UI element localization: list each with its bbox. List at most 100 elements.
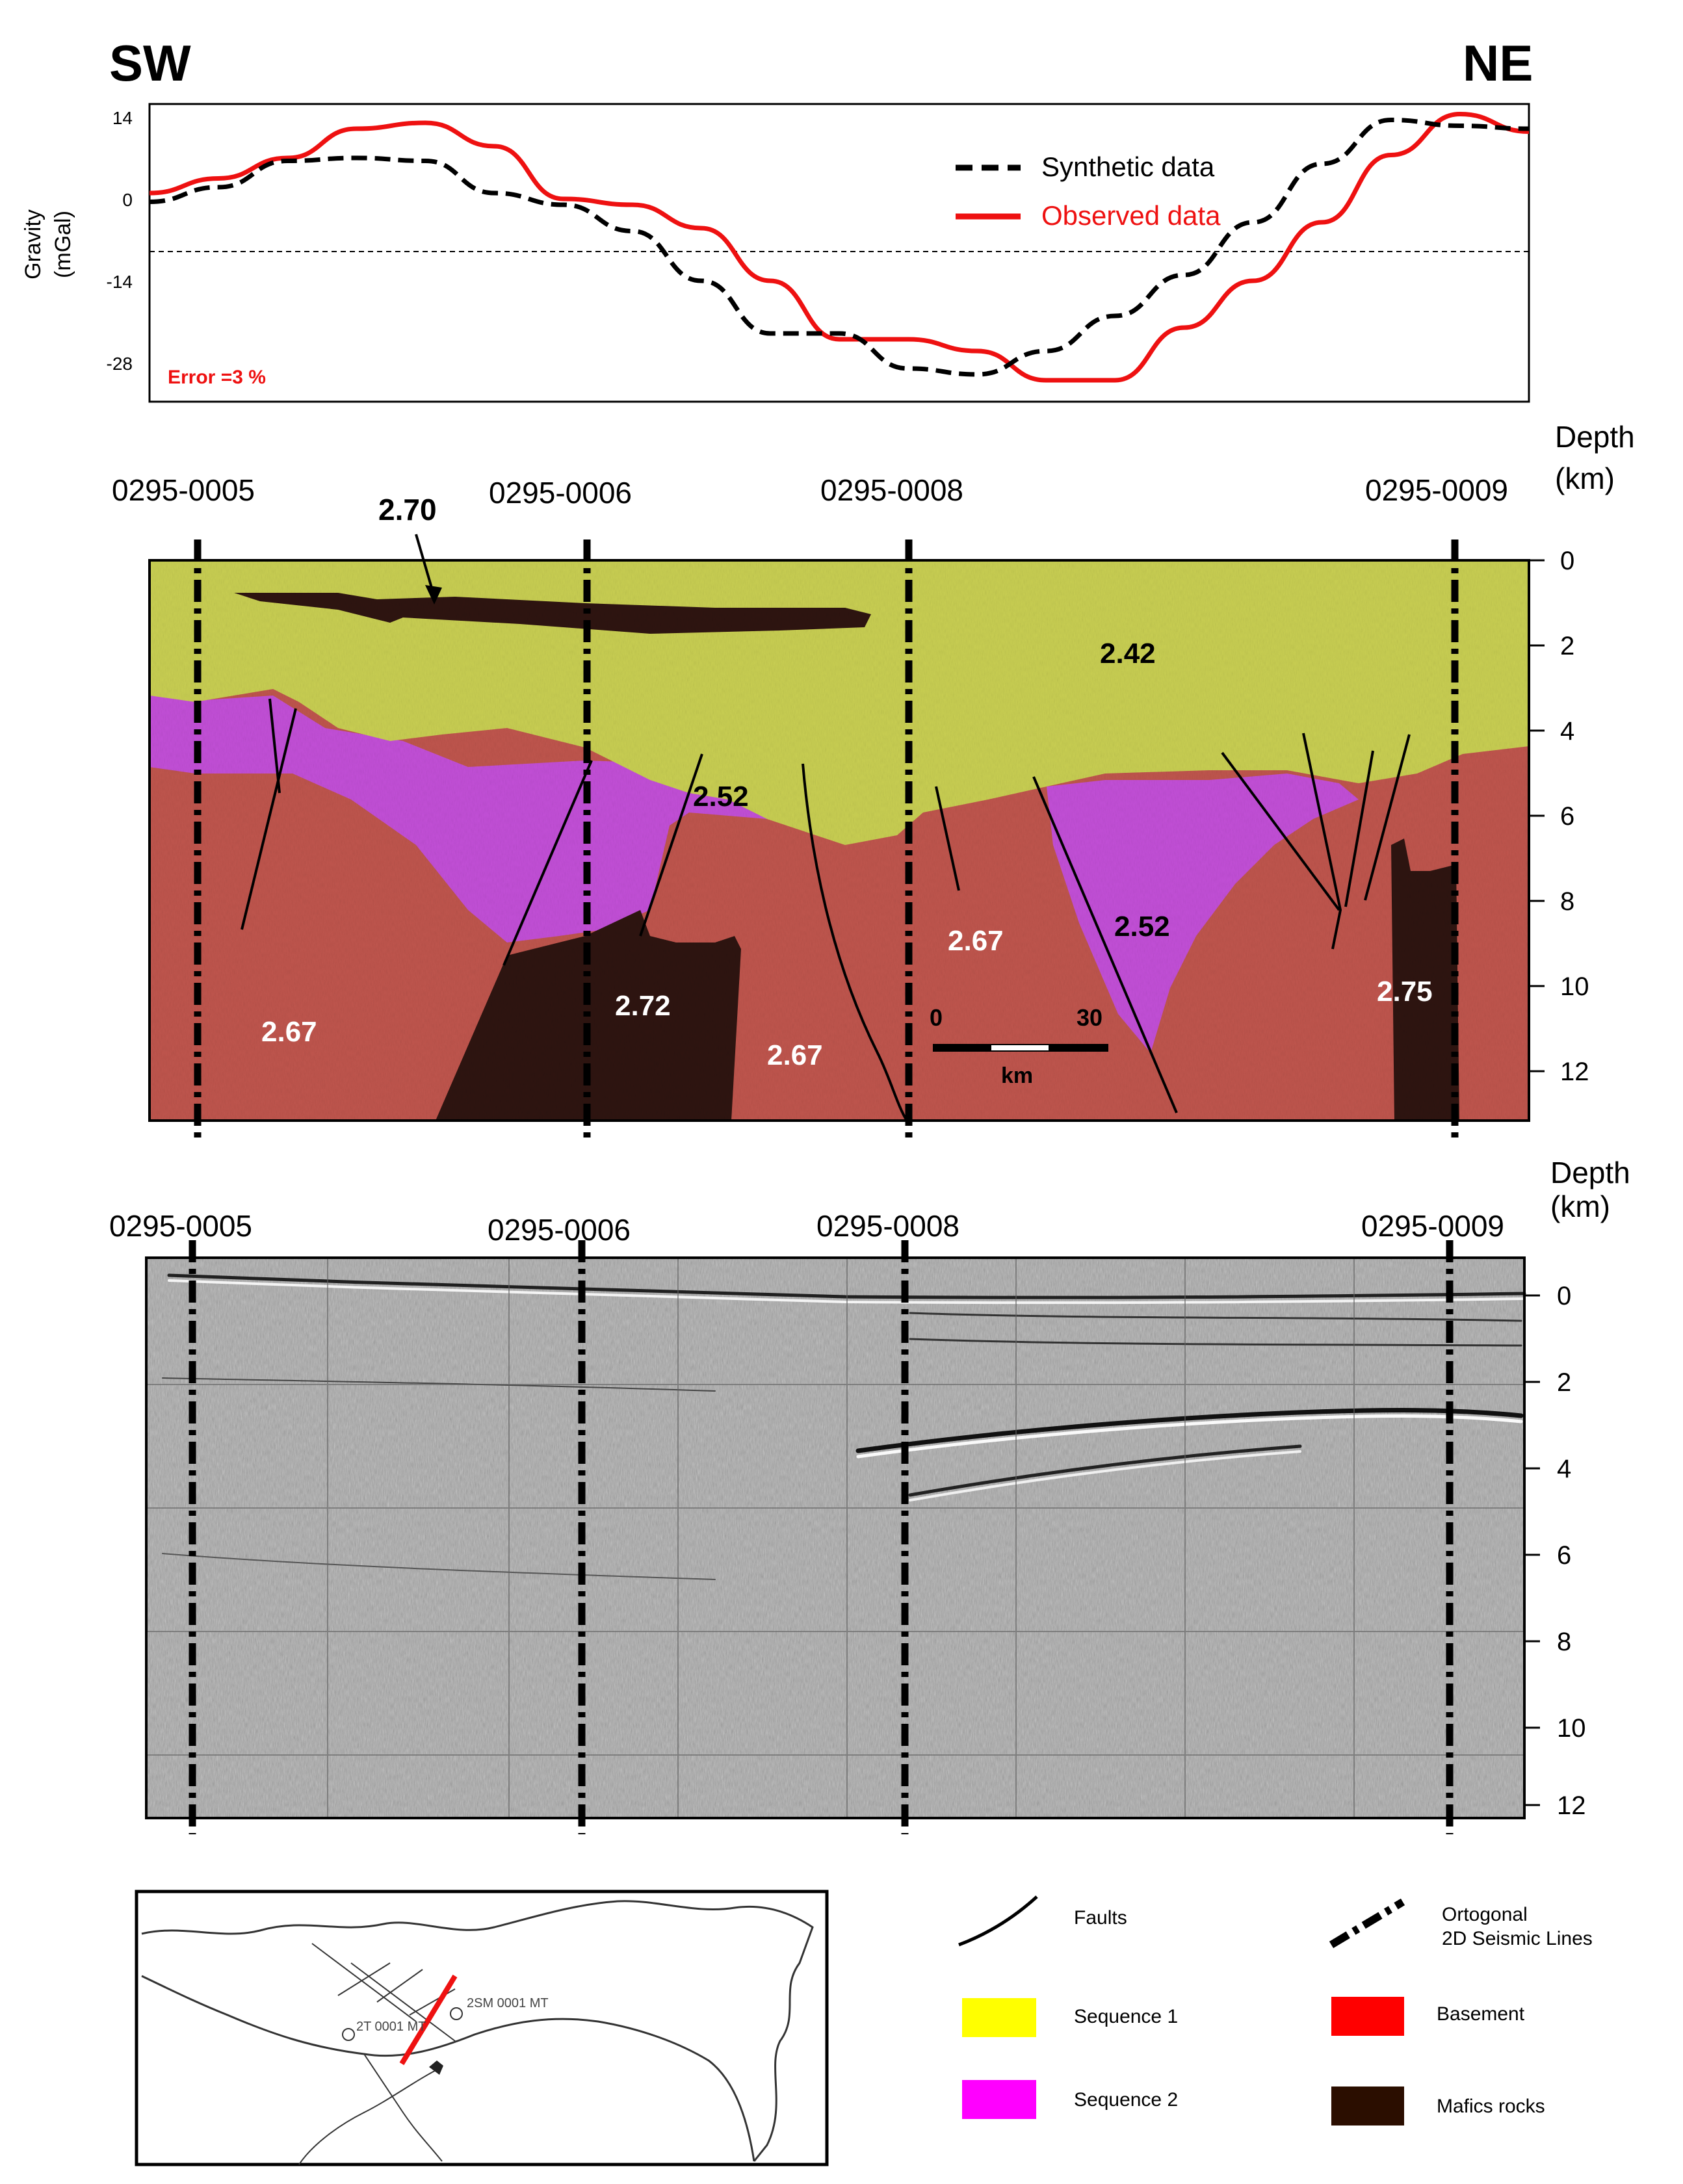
model-depth-10: 10 [1560, 972, 1589, 1001]
fault-7 [1032, 776, 1178, 1113]
seismic-line-label-0005: 0295-0005 [109, 1209, 252, 1243]
seismic-reflectors [162, 1273, 1526, 1580]
density-model: Depth (km) 0295-0005 0295-0006 0295-0008… [112, 420, 1635, 1139]
map-line-a [311, 1943, 417, 2022]
legend-mafics-label: Mafics rocks [1437, 2096, 1545, 2117]
seismic-depth-0: 0 [1557, 1282, 1571, 1310]
map-profile-line [399, 1974, 458, 2066]
scale-bar-unit: km [1001, 1063, 1033, 1088]
model-seismic-lines [194, 540, 1459, 1139]
seismic-depth-title: Depth [1550, 1156, 1630, 1190]
location-map-frame [135, 1890, 829, 2166]
model-texture [150, 560, 1529, 1121]
gravity-tick-minus14: -14 [107, 272, 133, 292]
map-line-e [350, 1962, 456, 2042]
model-line-label-0009: 0295-0009 [1365, 473, 1508, 507]
scale-bar-white-segment [991, 1045, 1049, 1050]
observed-data-line [149, 111, 1530, 383]
seismic-depth-8: 8 [1557, 1628, 1571, 1656]
scale-bar-start: 0 [930, 1004, 943, 1031]
density-basement-sw: 2.67 [261, 1016, 317, 1048]
legend-sequence1-swatch [962, 1998, 1036, 2037]
reflector-seabed-dark [167, 1273, 1526, 1299]
gravity-series-group [149, 111, 1530, 383]
reflector-shallow-1 [909, 1312, 1522, 1322]
seismic-depth-2: 2 [1557, 1368, 1571, 1397]
density-basement-center: 2.67 [767, 1039, 823, 1071]
model-faults [241, 698, 1411, 1122]
observed-legend-label: Observed data [1041, 200, 1221, 231]
gravity-chart: Gravity (mGal) 14 0 -14 -28 Synthetic da… [21, 103, 1530, 403]
reflector-strong-2 [908, 1444, 1302, 1497]
gravity-legend: Synthetic data Observed data [956, 151, 1221, 231]
seismic-line-label-0006: 0295-0006 [488, 1213, 631, 1247]
model-frame [148, 559, 1530, 1122]
seismic-section: Depth (km) 0295-0005 0295-0006 0295-0008… [109, 1156, 1630, 1834]
seismic-frame [145, 1256, 1526, 1819]
gravity-plot-frame [148, 103, 1530, 403]
synthetic-legend-label: Synthetic data [1041, 151, 1215, 182]
map-river-2 [298, 2066, 443, 2165]
fault-4 [639, 753, 703, 937]
sw-direction-label: SW [109, 34, 191, 92]
seismic-depth-10: 10 [1557, 1714, 1586, 1743]
map-well-a-icon [450, 2007, 463, 2020]
map-survey-lines [311, 1943, 456, 2042]
seismic-depth-4: 4 [1557, 1455, 1571, 1483]
fault-3 [502, 760, 593, 966]
model-depth-4: 4 [1560, 717, 1574, 746]
legend-faults-label: Faults [1074, 1907, 1127, 1929]
seismic-seismic-lines [189, 1240, 1454, 1834]
legend-seismic-lines-label-2: 2D Seismic Lines [1442, 1928, 1593, 1949]
model-depth-unit: (km) [1555, 462, 1615, 495]
density-seq1-ne: 2.42 [1100, 638, 1156, 670]
legend-fault-icon [958, 1895, 1038, 1947]
legend-sequence2-swatch [962, 2080, 1036, 2119]
reflector-strong-1 [855, 1407, 1524, 1453]
seismic-line-label-0009: 0295-0009 [1361, 1209, 1504, 1243]
legend-seismic-lines-icon [1329, 1898, 1405, 1949]
map-well-b-icon [342, 2028, 355, 2041]
seismic-line-label-0008: 0295-0008 [816, 1209, 959, 1243]
scale-bar-end: 30 [1076, 1004, 1102, 1031]
fault-2 [241, 708, 297, 930]
fault-5 [802, 763, 908, 1122]
map-coast-south [141, 1975, 755, 2162]
seismic-gridlines [146, 1258, 1524, 1818]
map-line-c [376, 1969, 423, 2003]
gravity-tick-0: 0 [122, 190, 133, 210]
map-label-2sm: 2SM 0001 MT [467, 1996, 549, 2010]
model-line-label-0005: 0295-0005 [112, 473, 255, 507]
density-mafic-sill: 2.70 [378, 493, 437, 526]
density-mafic-ne: 2.75 [1377, 976, 1433, 1008]
scale-bar: 0 30 km [930, 1004, 1108, 1088]
model-depth-axis [1529, 559, 1545, 1072]
model-depth-8: 8 [1560, 887, 1574, 916]
model-depth-0: 0 [1560, 547, 1574, 575]
sill-arrow-head [425, 585, 442, 604]
map-inlet [429, 2060, 443, 2075]
reflector-strong-1-light [856, 1414, 1523, 1459]
ne-direction-label: NE [1463, 34, 1533, 92]
legend: Faults Ortogonal 2D Seismic Lines Sequen… [958, 1895, 1593, 2126]
seismic-depth-unit: (km) [1550, 1190, 1610, 1223]
fault-10 [1344, 750, 1374, 907]
location-map: 2SM 0001 MT 2T 0001 MT [135, 1890, 829, 2166]
seismic-texture [146, 1258, 1524, 1818]
legend-sequence1-label: Sequence 1 [1074, 2006, 1178, 2027]
seismic-depth-6: 6 [1557, 1541, 1571, 1570]
density-basement-ne: 2.67 [948, 925, 1004, 957]
seismic-depth-axis [1524, 1294, 1540, 1806]
reflector-shallow-2 [909, 1338, 1522, 1347]
synthetic-data-line [149, 117, 1530, 377]
model-depth-title: Depth [1555, 420, 1635, 454]
fault-9 [1302, 733, 1342, 950]
density-mafic-center: 2.72 [615, 990, 671, 1022]
model-line-label-0008: 0295-0008 [820, 473, 963, 507]
model-depth-6: 6 [1560, 802, 1574, 831]
legend-basement-label: Basement [1437, 2003, 1525, 2025]
map-basin-outline [141, 1900, 814, 2162]
reflector-weak-1 [162, 1377, 716, 1392]
legend-sequence2-label: Sequence 2 [1074, 2089, 1178, 2111]
